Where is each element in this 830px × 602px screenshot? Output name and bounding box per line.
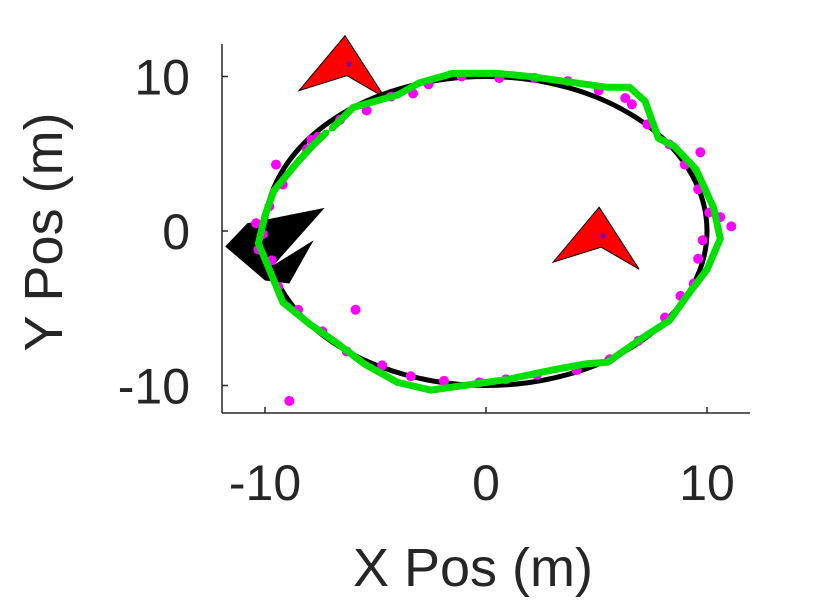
estimated-point [717,236,723,242]
x-tick-label: 0 [472,455,500,511]
estimated-point [638,336,644,342]
measurement-point [726,221,737,232]
estimated-point [461,383,467,388]
estimated-point [494,70,500,76]
estimated-point [328,126,334,132]
estimated-path [254,69,724,394]
estimated-point [350,104,356,110]
estimated-point [395,379,401,385]
estimated-point [361,361,367,367]
estimated-point [571,80,577,86]
estimated-point [262,213,268,219]
estimated-point [686,290,692,296]
estimated-point [704,267,710,273]
y-axis-label: Y Pos (m) [14,112,74,351]
x-tick-label: 10 [679,455,735,511]
sensor-center-2: * [600,231,607,247]
x-tick-label: -10 [229,455,301,511]
estimated-point [295,158,301,164]
measurement-point [620,93,631,104]
estimated-point [428,387,434,393]
estimated-point [271,188,277,194]
measurement-point [626,99,637,110]
estimated-point [627,84,633,90]
measurement-point [251,218,262,229]
sensor-marker-2 [551,206,640,270]
measurement-point [284,395,295,406]
estimated-point [311,141,317,147]
measurement-point [693,253,704,264]
estimated-point [306,321,312,327]
plot-area: ** [225,34,737,406]
estimated-point [395,92,401,98]
measurement-point [377,360,388,371]
measurement-point [697,235,708,246]
estimated-point [333,339,339,345]
estimated-point [711,205,717,211]
estimated-point [549,367,555,373]
estimated-point [417,80,423,86]
y-tick-label: 0 [162,204,190,260]
measurement-point [695,147,706,158]
estimated-point [605,84,611,90]
estimated-point [450,70,456,76]
y-tick-label: 10 [134,50,190,106]
estimated-point [582,361,588,367]
estimated-point [693,166,699,172]
estimated-point [266,267,272,273]
estimated-point [666,318,672,324]
estimated-point [671,143,677,149]
axis-ticks: -10 0 10 10 0 -10 [118,50,735,512]
estimated-point [605,359,611,365]
x-axis-label: X Pos (m) [353,538,593,598]
estimated-point [324,129,330,135]
sensor-center-1: * [345,60,352,76]
measurement-point [350,304,361,315]
start-wedge [225,207,325,284]
estimated-point [280,299,286,305]
estimated-point [642,98,648,104]
measurement-point [439,375,450,386]
estimated-point [527,74,533,79]
measurement-point [271,159,282,170]
measurement-point [405,371,416,382]
estimated-point [255,240,261,246]
y-tick-label: -10 [118,359,190,415]
estimated-point [655,135,661,141]
sensor-marker-1 [297,34,386,99]
estimated-point [505,376,511,382]
